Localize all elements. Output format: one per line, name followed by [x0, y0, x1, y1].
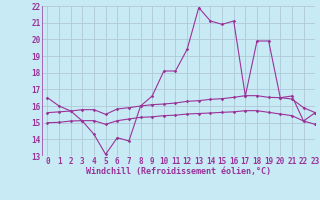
X-axis label: Windchill (Refroidissement éolien,°C): Windchill (Refroidissement éolien,°C): [86, 167, 271, 176]
